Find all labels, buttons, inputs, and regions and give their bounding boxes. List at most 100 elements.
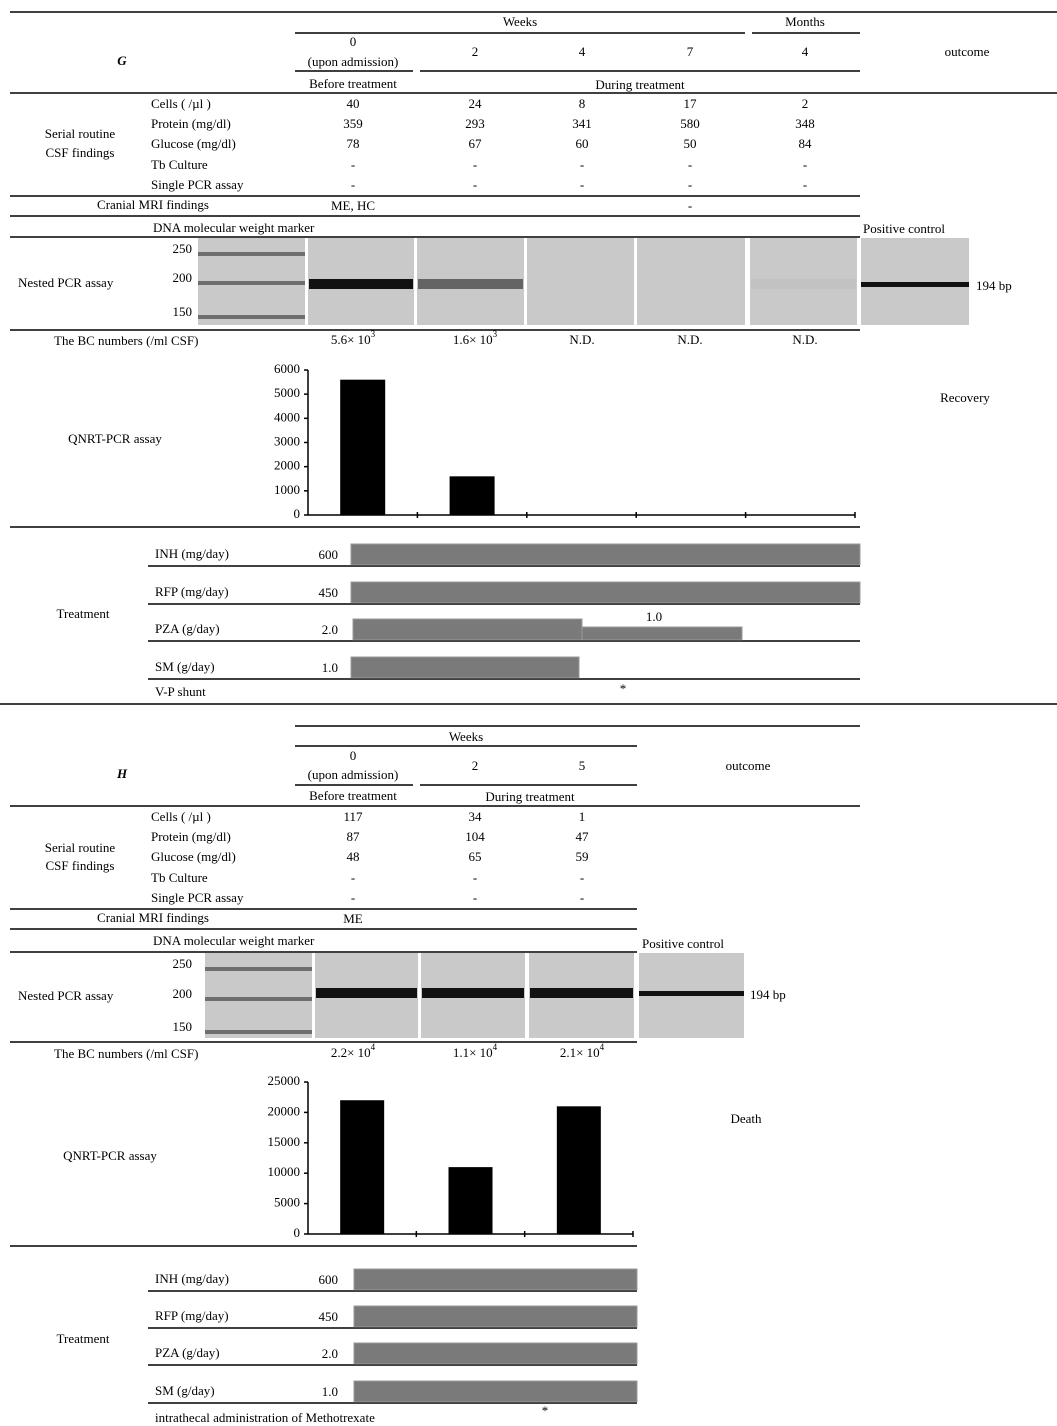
drug-name: SM (g/day)	[155, 659, 215, 674]
cell: -	[803, 157, 807, 172]
cell: -	[473, 157, 477, 172]
panel-letter: G	[117, 53, 127, 68]
cell: -	[473, 177, 477, 192]
bc-base: 2.1× 10	[560, 1045, 600, 1060]
gel-band	[861, 282, 969, 287]
y-tick-label: 0	[294, 1225, 301, 1240]
timepoint: 0	[350, 748, 357, 763]
row-label: Tb Culture	[151, 157, 208, 172]
figure: GWeeksMonths02474(upon admission)Before …	[0, 0, 1057, 1426]
row-label: Glucose (mg/dl)	[151, 849, 236, 864]
cell: 67	[469, 136, 483, 151]
y-tick-label: 1000	[274, 482, 300, 497]
bar	[557, 1106, 601, 1234]
cell: 47	[576, 829, 590, 844]
y-tick-label: 10000	[268, 1164, 301, 1179]
cell: ME	[343, 911, 363, 926]
marker-band	[198, 315, 305, 319]
y-tick-label: 15000	[268, 1134, 301, 1149]
marker-band	[205, 1030, 312, 1034]
csf-group-label: CSF findings	[46, 858, 115, 873]
cell: 78	[347, 136, 360, 151]
drug-name: PZA (g/day)	[155, 1345, 220, 1360]
row-label: Glucose (mg/dl)	[151, 136, 236, 151]
outcome: Recovery	[940, 390, 990, 405]
bc-label: The BC numbers (/ml CSF)	[54, 1046, 198, 1061]
admission-note: (upon admission)	[308, 54, 399, 69]
bc-exponent: 4	[493, 1042, 498, 1052]
cell: -	[580, 157, 584, 172]
cell: -	[473, 870, 477, 885]
drug-name: RFP (mg/day)	[155, 584, 229, 599]
dose: 1.0	[322, 1384, 338, 1399]
row-label: Single PCR assay	[151, 890, 244, 905]
treatment-bar	[354, 1269, 637, 1290]
cell: 59	[576, 849, 589, 864]
csf-group-label: CSF findings	[46, 145, 115, 160]
row-label: Cranial MRI findings	[97, 197, 209, 212]
cell: -	[351, 870, 355, 885]
timepoint: 5	[579, 758, 586, 773]
bc-base: 1.6× 10	[453, 332, 493, 347]
cell: 65	[469, 849, 482, 864]
treatment-bar	[354, 1381, 637, 1402]
bc-label: The BC numbers (/ml CSF)	[54, 333, 198, 348]
gel-label: DNA molecular weight marker	[153, 220, 315, 235]
drug-name: PZA (g/day)	[155, 621, 220, 636]
bar	[340, 1100, 384, 1234]
phase-label: Before treatment	[309, 76, 397, 91]
bc-value: N.D.	[569, 332, 594, 347]
cell: -	[351, 157, 355, 172]
outcome-label: outcome	[945, 44, 990, 59]
bc-base: 2.2× 10	[331, 1045, 371, 1060]
timepoint: 4	[802, 44, 809, 59]
row-label: Cranial MRI findings	[97, 910, 209, 925]
cell: 341	[572, 116, 592, 131]
drug-name: INH (mg/day)	[155, 546, 229, 561]
treatment-label: Treatment	[57, 606, 110, 621]
gel-band	[316, 988, 417, 998]
phase-label: During treatment	[485, 789, 575, 804]
timepoint: 7	[687, 44, 694, 59]
cell: -	[688, 157, 692, 172]
gel-lane	[637, 238, 745, 325]
bc-exponent: 3	[371, 329, 376, 339]
timepoint: 2	[472, 44, 479, 59]
cell: -	[580, 177, 584, 192]
row-label: Cells ( /µl )	[151, 96, 211, 111]
csf-group-label: Serial routine	[45, 840, 116, 855]
marker-size: 200	[173, 986, 193, 1001]
assay-label: Nested PCR assay	[18, 275, 114, 290]
phase-label: During treatment	[595, 77, 685, 92]
cell: -	[688, 198, 692, 213]
gel-band	[639, 991, 744, 996]
bc-exponent: 3	[493, 329, 498, 339]
bc-value: 2.2× 104	[331, 1042, 376, 1060]
event-marker: *	[620, 681, 627, 696]
cell: 348	[795, 116, 815, 131]
y-tick-label: 25000	[268, 1073, 301, 1088]
cell: -	[473, 890, 477, 905]
chart-title: QNRT-PCR assay	[63, 1148, 157, 1163]
y-tick-label: 5000	[274, 1195, 300, 1210]
cell: 17	[684, 96, 698, 111]
drug-name: RFP (mg/day)	[155, 1308, 229, 1323]
cell: 104	[465, 829, 485, 844]
treatment-bar	[582, 627, 742, 640]
drug-name: INH (mg/day)	[155, 1271, 229, 1286]
drug-name: SM (g/day)	[155, 1383, 215, 1398]
treatment-label: Treatment	[57, 1331, 110, 1346]
row-label: Protein (mg/dl)	[151, 829, 231, 844]
cell: 2	[802, 96, 809, 111]
bc-value: N.D.	[677, 332, 702, 347]
cell: -	[580, 870, 584, 885]
dose: 450	[319, 1309, 339, 1324]
treatment-bar	[351, 582, 860, 603]
group-label: Weeks	[449, 729, 483, 744]
marker-size: 200	[173, 270, 193, 285]
dose: 1.0	[322, 660, 338, 675]
y-tick-label: 2000	[274, 458, 300, 473]
cell: 580	[680, 116, 700, 131]
assay-label-main: Nested PCR	[18, 275, 82, 290]
bc-base: 5.6× 10	[331, 332, 371, 347]
